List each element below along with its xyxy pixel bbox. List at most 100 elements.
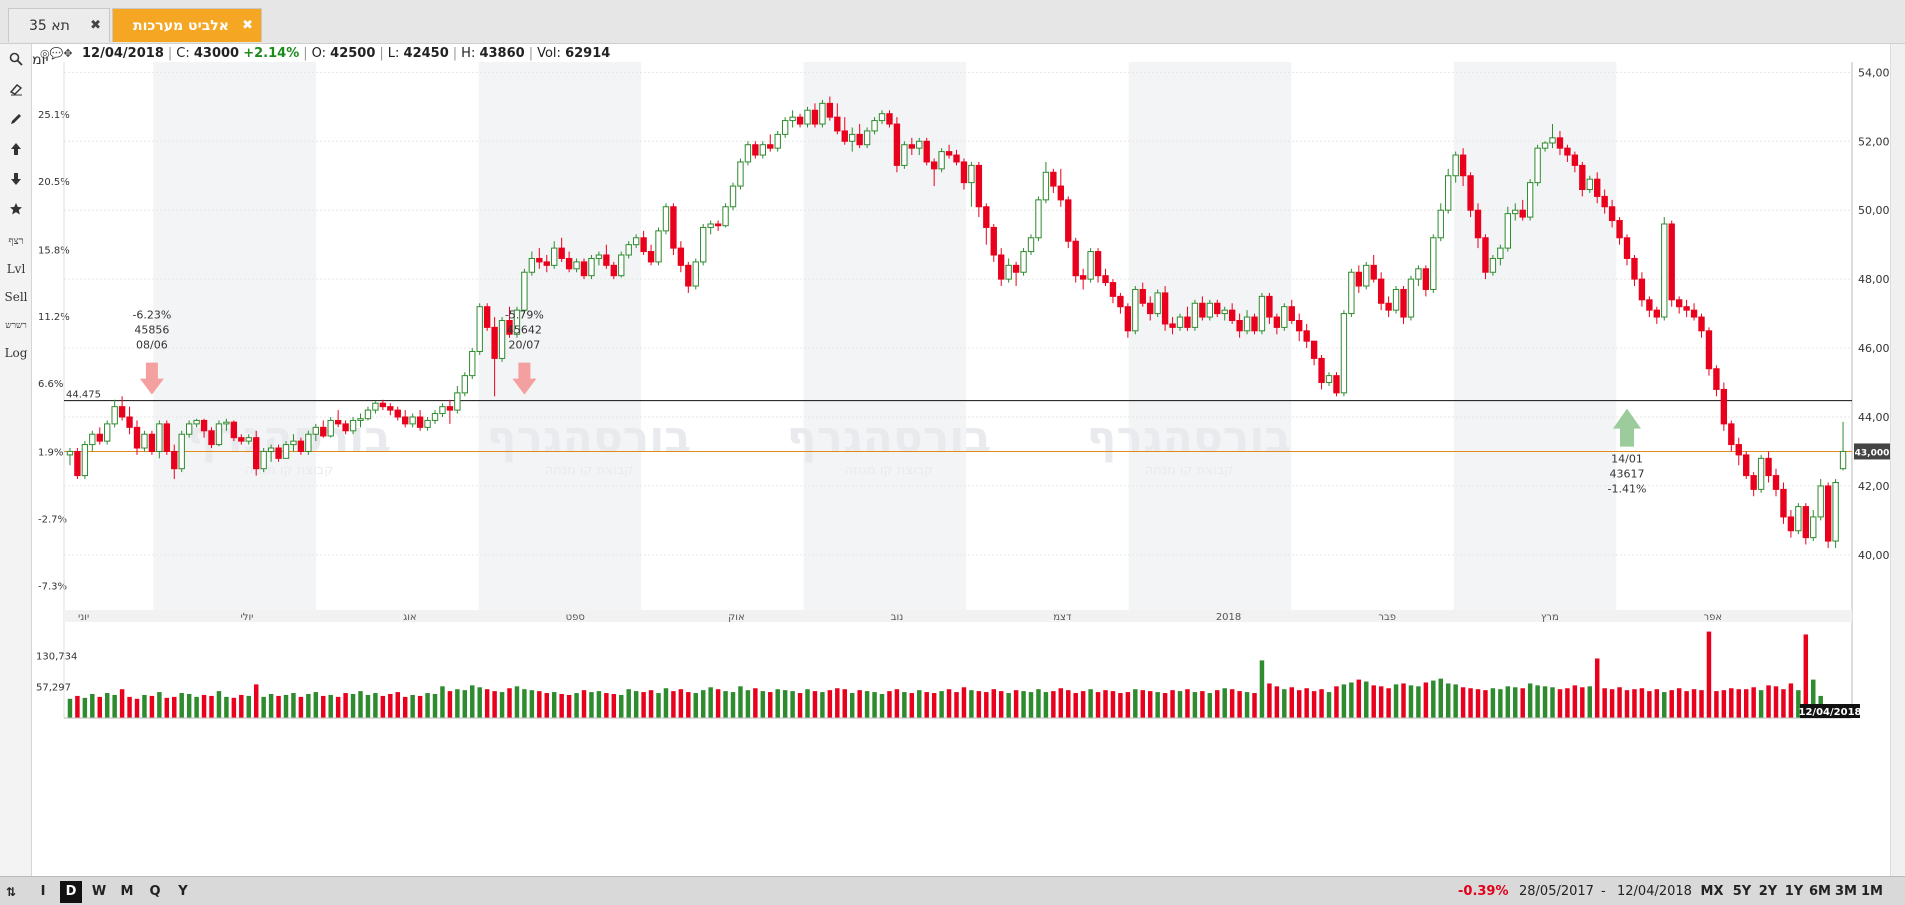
tab-elbit-daily[interactable]: אלביט מערכות יומי ✖ xyxy=(112,8,262,68)
zoom-3m[interactable]: 3M xyxy=(1835,884,1857,899)
volume-bar xyxy=(1051,691,1056,718)
candle-body xyxy=(379,402,387,408)
search-icon[interactable] xyxy=(0,46,32,72)
volume-bar xyxy=(1028,692,1034,718)
volume-bar xyxy=(864,691,870,718)
log-scale-toggle[interactable]: Log xyxy=(4,346,28,360)
candle-body xyxy=(185,423,193,435)
volume-bar xyxy=(484,689,490,718)
star-icon[interactable] xyxy=(0,196,32,222)
period-daily[interactable]: D xyxy=(60,881,82,903)
candle-body xyxy=(1079,275,1087,280)
volume-bar xyxy=(1572,685,1578,718)
candle-type-icon[interactable]: ⇅ xyxy=(5,885,17,899)
candle-body xyxy=(1571,154,1579,166)
candle-body xyxy=(901,144,908,166)
move-icon[interactable]: ✥ xyxy=(63,47,73,60)
candle-body xyxy=(1325,375,1333,384)
tab-ta35-daily[interactable]: תא 35 יומי ✖ xyxy=(8,8,110,68)
eraser-icon[interactable] xyxy=(0,76,32,102)
period-weekly[interactable]: W xyxy=(91,884,107,899)
candle-body xyxy=(1415,268,1422,280)
volume-bar xyxy=(261,696,266,718)
range-to-date[interactable]: 12/04/2018 xyxy=(1617,884,1692,899)
candle-body xyxy=(81,444,89,477)
volume-bar xyxy=(1088,689,1093,718)
month-label: 2018 xyxy=(1216,612,1241,623)
period-intraday[interactable]: I xyxy=(40,884,46,899)
candle-body xyxy=(1147,302,1154,315)
candle-body xyxy=(1594,178,1601,197)
candle-body xyxy=(1817,485,1824,518)
zoom-6m[interactable]: 6M xyxy=(1809,884,1831,899)
volume-bar xyxy=(611,694,617,718)
candle-body xyxy=(89,433,96,446)
comment-icon[interactable]: 💬 xyxy=(49,47,64,60)
volume-bar xyxy=(306,694,311,718)
range-from-date[interactable]: 28/05/2017 xyxy=(1519,884,1594,899)
zoom-max[interactable]: MX xyxy=(1700,884,1724,899)
candle-body xyxy=(74,450,81,477)
candle-body xyxy=(1012,264,1020,273)
close-icon[interactable]: ✖ xyxy=(242,18,253,33)
candle-body xyxy=(238,437,245,442)
volume-bar xyxy=(1408,685,1414,718)
candle-body xyxy=(1772,475,1780,490)
level-tool[interactable]: Lvl xyxy=(6,262,26,276)
zoom-5y[interactable]: 5Y xyxy=(1732,884,1752,899)
volume-bar xyxy=(1133,689,1138,718)
candle-body xyxy=(1340,313,1348,394)
scrollbar-right[interactable] xyxy=(1890,44,1905,876)
month-label: אפר xyxy=(1703,612,1722,623)
volume-bar xyxy=(343,693,348,718)
month-band xyxy=(478,62,642,610)
period-monthly[interactable]: M xyxy=(120,884,134,899)
volume-bar xyxy=(1602,688,1607,718)
level-line-label: 44.475 xyxy=(66,390,101,401)
volume-bar xyxy=(142,694,147,718)
candle-body xyxy=(320,426,327,437)
volume-bar xyxy=(1207,693,1213,718)
volume-bar xyxy=(1505,686,1511,718)
month-label: מרץ xyxy=(1541,612,1559,623)
zoom-1m[interactable]: 1M xyxy=(1861,884,1883,899)
volume-bar xyxy=(1624,690,1630,718)
candle-body xyxy=(461,375,468,394)
candle-body xyxy=(1050,171,1057,187)
candle-body xyxy=(1370,264,1377,280)
volume-bar xyxy=(186,694,192,718)
candle-body xyxy=(528,257,536,273)
arrow-up-icon[interactable] xyxy=(0,136,32,162)
volume-bar xyxy=(1542,686,1548,718)
volume-bar xyxy=(1200,691,1205,718)
candle-body xyxy=(1102,275,1109,284)
annotation-date: 08/06 xyxy=(136,339,168,352)
period-yearly[interactable]: Y xyxy=(178,884,188,899)
candle-body xyxy=(1392,288,1400,311)
repeat-tool[interactable]: רצף xyxy=(8,235,24,247)
zoom-1y[interactable]: 1Y xyxy=(1784,884,1804,899)
volume-bar xyxy=(604,693,609,718)
volume-bar xyxy=(246,695,251,718)
zoom-2y[interactable]: 2Y xyxy=(1758,884,1778,899)
candle-body xyxy=(1646,299,1653,311)
volume-bar xyxy=(321,695,326,718)
arrow-down-icon[interactable] xyxy=(0,166,32,192)
sell-tool[interactable]: Sell xyxy=(4,290,28,304)
candle-body xyxy=(647,251,655,263)
candle-body xyxy=(230,421,238,439)
volume-bar xyxy=(1550,687,1555,718)
candle-body xyxy=(312,426,319,435)
recolor-tool[interactable]: רשרש xyxy=(5,320,27,331)
candle-body xyxy=(215,423,223,446)
candle-body xyxy=(469,351,476,377)
pencil-icon[interactable] xyxy=(0,106,32,132)
volume-bar xyxy=(164,697,170,718)
close-icon[interactable]: ✖ xyxy=(90,18,101,33)
candle-body xyxy=(1139,288,1146,304)
period-quarterly[interactable]: Q xyxy=(149,884,161,899)
candle-body xyxy=(483,306,491,328)
volume-bar xyxy=(1751,687,1756,718)
target-icon[interactable]: ◎ xyxy=(40,47,50,60)
